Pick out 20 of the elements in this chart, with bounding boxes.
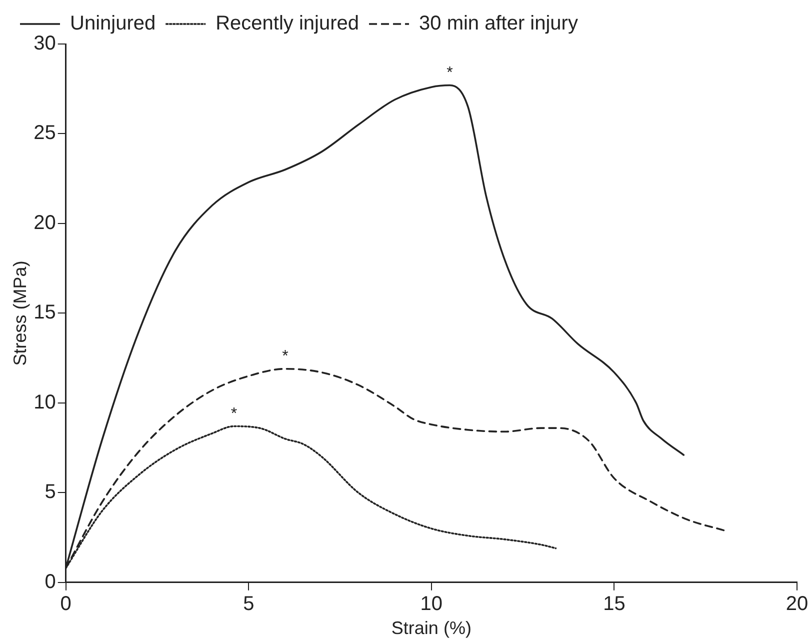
y-tick-label: 25: [34, 122, 56, 144]
x-tick-label: 15: [603, 592, 626, 615]
y-tick-label: 15: [34, 302, 56, 324]
legend-label: Uninjured: [70, 12, 156, 35]
y-tick-label: 5: [44, 481, 56, 504]
legend-label: Recently injured: [216, 12, 360, 35]
x-tick-label: 5: [243, 592, 254, 615]
y-tick-label: 30: [34, 32, 56, 55]
x-axis-title: Strain (%): [391, 618, 472, 638]
y-tick-label: 20: [34, 212, 56, 234]
y-tick-label: 10: [34, 391, 56, 414]
y-tick-label: 0: [44, 570, 56, 593]
x-tick-label: 0: [60, 592, 72, 615]
annotation: *: [446, 64, 453, 82]
annotation: *: [230, 406, 238, 423]
x-tick-label: 20: [786, 592, 808, 615]
y-axis-title: Stress (MPa): [10, 260, 30, 366]
x-tick-label: 10: [420, 592, 443, 615]
annotation: *: [282, 348, 288, 366]
legend-label: 30 min after injury: [419, 12, 578, 35]
